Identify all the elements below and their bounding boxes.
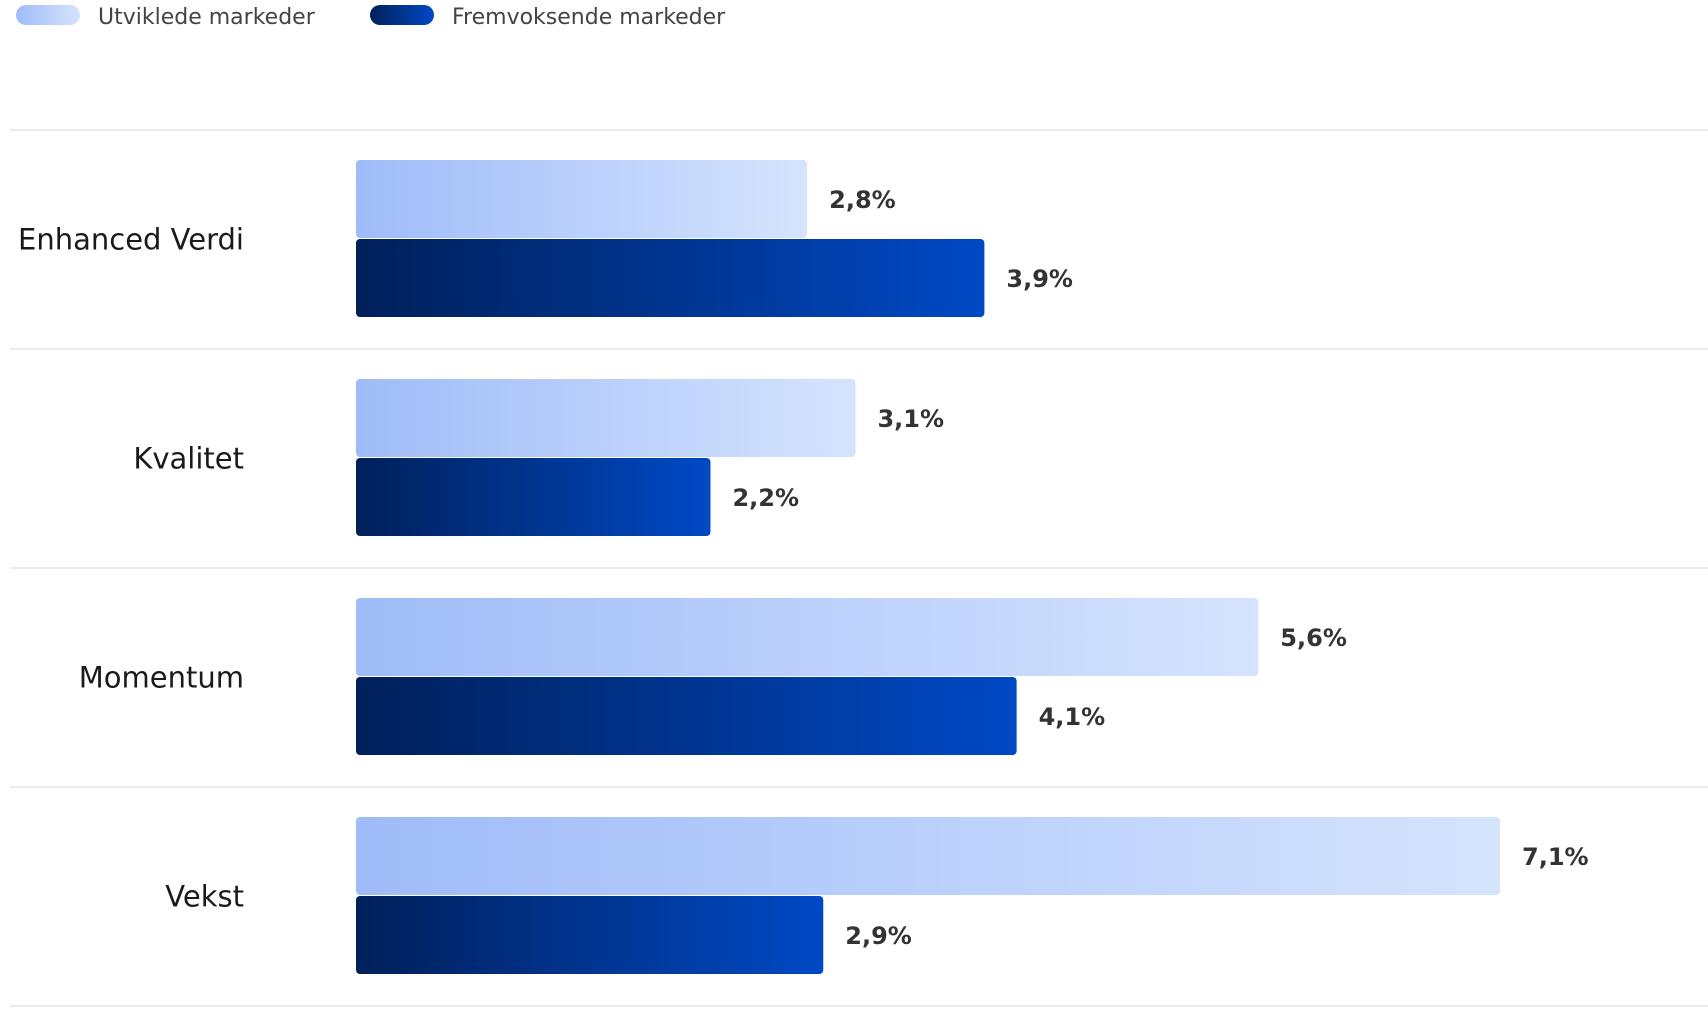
bar-developed xyxy=(356,817,1500,895)
bar-developed xyxy=(356,379,856,457)
category-group: Enhanced Verdi 2,8% 3,9% xyxy=(18,160,1073,317)
data-label: 3,1% xyxy=(877,405,944,433)
data-label: 2,2% xyxy=(732,484,799,512)
bar-developed xyxy=(356,598,1259,676)
data-label: 2,8% xyxy=(829,186,896,214)
bar-emerging xyxy=(356,239,985,317)
category-label: Kvalitet xyxy=(133,442,244,476)
plot-area: Enhanced Verdi 2,8% 3,9% Kvalitet 3,1% 2,2% Mo… xyxy=(10,129,1708,1007)
data-label: 2,9% xyxy=(845,922,912,950)
data-label: 5,6% xyxy=(1280,624,1347,652)
legend-label-2: Fremvoksende markeder xyxy=(452,5,726,30)
legend: Utviklede markeder Fremvoksende markeder xyxy=(16,5,726,30)
bar-emerging xyxy=(356,458,711,536)
category-label: Enhanced Verdi xyxy=(18,223,244,257)
category-label: Vekst xyxy=(165,880,244,914)
category-label: Momentum xyxy=(79,661,244,695)
bar-developed xyxy=(356,160,808,238)
legend-swatch-1 xyxy=(16,5,80,25)
legend-swatch-2 xyxy=(370,5,434,25)
data-label: 3,9% xyxy=(1006,265,1073,293)
bar-emerging xyxy=(356,677,1017,755)
bar-emerging xyxy=(356,896,824,974)
category-group: Vekst 7,1% 2,9% xyxy=(165,817,1589,974)
category-group: Kvalitet 3,1% 2,2% xyxy=(133,379,944,536)
legend-label-1: Utviklede markeder xyxy=(98,5,316,30)
category-group: Momentum 5,6% 4,1% xyxy=(79,598,1347,755)
data-label: 7,1% xyxy=(1522,843,1589,871)
data-label: 4,1% xyxy=(1039,703,1106,731)
